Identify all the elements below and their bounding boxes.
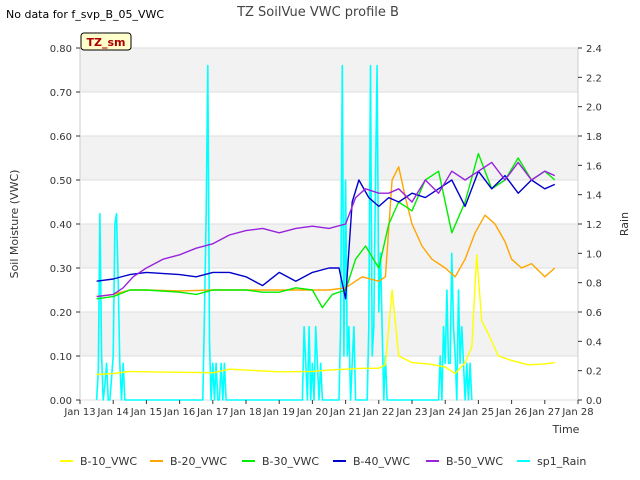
y-tick-label: 0.80 <box>50 44 72 55</box>
x-tick-label: Jan 24 <box>429 407 461 418</box>
y-axis-label: Soil Moisture (VWC) <box>8 170 21 279</box>
series-layer <box>95 64 556 401</box>
y2-tick-label: 0.2 <box>586 367 602 378</box>
y-tick-label: 0.30 <box>50 264 72 275</box>
legend-label-B-50_VWC: B-50_VWC <box>446 455 503 468</box>
x-tick-label: Jan 21 <box>329 407 361 418</box>
series-line-sp1_Rain <box>95 64 473 401</box>
y2-tick-label: 1.6 <box>586 161 602 172</box>
y-tick-label: 0.40 <box>50 220 72 231</box>
y2-tick-label: 0.4 <box>586 337 602 348</box>
x-tick-label: Jan 19 <box>263 407 295 418</box>
x-tick-label: Jan 22 <box>362 407 394 418</box>
x-tick-label: Jan 15 <box>130 407 162 418</box>
plot-band <box>80 356 578 400</box>
y-tick-label: 0.20 <box>50 308 72 319</box>
plot-background-bands <box>80 48 578 400</box>
station-badge: TZ_sm <box>80 32 132 51</box>
legend-label-B-10_VWC: B-10_VWC <box>80 455 137 468</box>
plot-band <box>80 312 578 356</box>
x-tick-label: Jan 28 <box>561 407 593 418</box>
x-tick-label: Jan 20 <box>296 407 328 418</box>
y-tick-label: 0.50 <box>50 176 72 187</box>
x-tick-label: Jan 26 <box>495 407 527 418</box>
y-axis-left: 0.00 0.10 0.20 0.30 0.40 0.50 0.60 0.70 0.80 <box>50 44 80 407</box>
y2-tick-label: 0.6 <box>586 308 602 319</box>
y2-tick-label: 1.4 <box>586 191 602 202</box>
series-line-B-10_VWC <box>96 254 555 376</box>
plot-band <box>80 92 578 136</box>
y-tick-label: 0.60 <box>50 132 72 143</box>
y-tick-label: 0.10 <box>50 352 72 363</box>
no-data-note: No data for f_svp_B_05_VWC <box>6 8 164 21</box>
series-line-B-40_VWC <box>96 170 556 300</box>
y2-tick-label: 2.4 <box>586 44 602 55</box>
y-tick-label: 0.70 <box>50 88 72 99</box>
y2-axis-label: Rain <box>618 212 631 236</box>
y-tick-label: 0.00 <box>50 396 72 407</box>
series-line-B-30_VWC <box>96 152 556 309</box>
chart-title: TZ SoilVue VWC profile B <box>236 5 399 20</box>
x-tick-label: Jan 27 <box>528 407 560 418</box>
y2-tick-label: 2.0 <box>586 103 602 114</box>
y2-tick-label: 0.8 <box>586 279 602 290</box>
plot-band <box>80 224 578 268</box>
legend-label-B-30_VWC: B-30_VWC <box>262 455 319 468</box>
y2-tick-label: 1.2 <box>586 220 602 231</box>
x-tick-label: Jan 14 <box>97 407 129 418</box>
legend: B-10_VWC B-20_VWC B-30_VWC B-40_VWC B-50_VWC… <box>60 455 586 468</box>
y-axis-right: 0.0 0.2 0.4 0.6 0.8 1.0 1.2 1.4 1.6 1.8 2.0 2.2 2.4 <box>578 44 602 407</box>
x-tick-label: Jan 25 <box>462 407 494 418</box>
x-tick-label: Jan 13 <box>63 407 95 418</box>
y2-tick-label: 1.0 <box>586 249 602 260</box>
plot-band <box>80 136 578 180</box>
legend-label-sp1_Rain: sp1_Rain <box>537 455 586 468</box>
y2-tick-label: 2.2 <box>586 73 602 84</box>
station-badge-label: TZ_sm <box>87 36 126 49</box>
plot-band <box>80 48 578 92</box>
x-axis: Jan 13 Jan 14 Jan 15 Jan 16 Jan 17 Jan 18 Jan … <box>63 400 594 418</box>
series-line-B-50_VWC <box>96 161 556 298</box>
x-tick-label: Jan 18 <box>229 407 261 418</box>
x-tick-label: Jan 23 <box>395 407 427 418</box>
plot-band <box>80 180 578 224</box>
y2-tick-label: 0.0 <box>586 396 602 407</box>
x-tick-label: Jan 17 <box>196 407 228 418</box>
legend-label-B-40_VWC: B-40_VWC <box>353 455 410 468</box>
x-axis-label: Time <box>552 423 580 436</box>
legend-label-B-20_VWC: B-20_VWC <box>170 455 227 468</box>
x-tick-label: Jan 16 <box>163 407 195 418</box>
y2-tick-label: 1.8 <box>586 132 602 143</box>
